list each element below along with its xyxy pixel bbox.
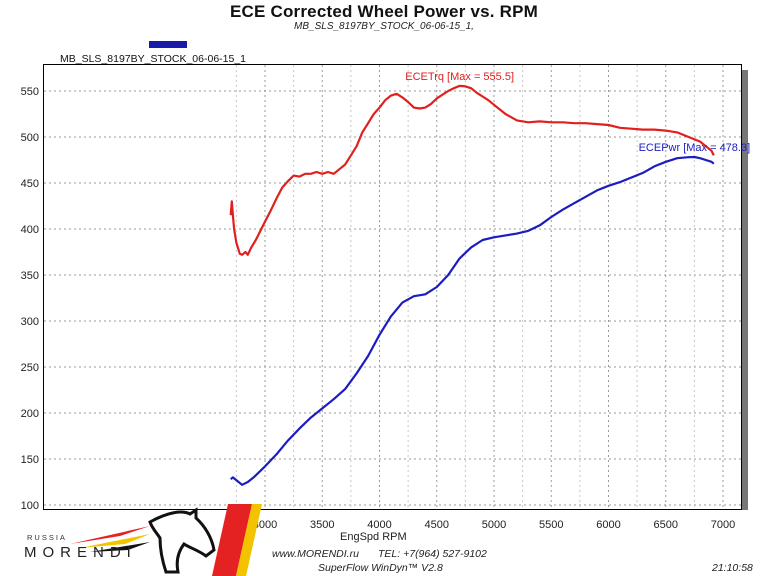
x-tick-label: 7000 bbox=[711, 519, 735, 531]
y-tick-label: 500 bbox=[21, 132, 39, 144]
y-tick-label: 400 bbox=[21, 224, 39, 236]
morendi-logo bbox=[70, 504, 262, 576]
x-tick-label: 6000 bbox=[596, 519, 620, 531]
y-tick-label: 250 bbox=[21, 362, 39, 374]
x-tick-label: 3000 bbox=[253, 519, 277, 531]
annotation-ecepwr: ECEPwr [Max = 478.3] bbox=[639, 142, 751, 154]
x-tick-label: 4000 bbox=[367, 519, 391, 531]
x-axis-label: EngSpd RPM bbox=[340, 531, 407, 543]
logo-black-stripe bbox=[90, 542, 150, 552]
logo-name: MORENDI bbox=[24, 544, 137, 561]
x-tick-label: 3500 bbox=[310, 519, 334, 531]
legend-swatch bbox=[149, 41, 187, 48]
logo-red-stripe bbox=[70, 526, 150, 544]
y-tick-label: 300 bbox=[21, 316, 39, 328]
annotation-ecetrq: ECETrq [Max = 555.5] bbox=[405, 71, 514, 83]
legend-label: MB_SLS_8197BY_STOCK_06-06-15_1 bbox=[60, 53, 247, 65]
series-line-ecetrq bbox=[229, 84, 715, 256]
y-tick-label: 450 bbox=[21, 178, 39, 190]
y-tick-label: 200 bbox=[21, 408, 39, 420]
series-line-ecepwr bbox=[230, 155, 715, 486]
chart-title: ECE Corrected Wheel Power vs. RPM bbox=[230, 2, 538, 21]
logo-yellow-stripe bbox=[80, 534, 150, 548]
horse-head-icon bbox=[148, 507, 216, 574]
footer-phone: TEL: +7(964) 527-9102 bbox=[378, 548, 487, 560]
x-tick-label: 6500 bbox=[654, 519, 678, 531]
x-tick-label: 4500 bbox=[425, 519, 449, 531]
y-tick-label: 550 bbox=[21, 86, 39, 98]
y-tick-label: 150 bbox=[21, 454, 39, 466]
logo-red-bar bbox=[212, 504, 252, 576]
logo-yellow-bar bbox=[236, 504, 262, 576]
x-tick-label: 5000 bbox=[482, 519, 506, 531]
x-tick-label: 5500 bbox=[539, 519, 563, 531]
plot-area bbox=[43, 64, 742, 510]
chart-subtitle: MB_SLS_8197BY_STOCK_06-06-15_1, bbox=[294, 21, 474, 32]
series-group bbox=[229, 84, 715, 486]
plot-shadow bbox=[742, 70, 748, 510]
y-tick-label: 350 bbox=[21, 270, 39, 282]
footer-website[interactable]: www.MORENDI.ru bbox=[272, 548, 359, 560]
y-tick-label: 100 bbox=[21, 500, 39, 512]
footer-software: SuperFlow WinDyn™ V2.8 bbox=[318, 562, 443, 574]
footer-time: 21:10:58 bbox=[712, 562, 753, 574]
logo-country: RUSSIA bbox=[27, 533, 67, 542]
